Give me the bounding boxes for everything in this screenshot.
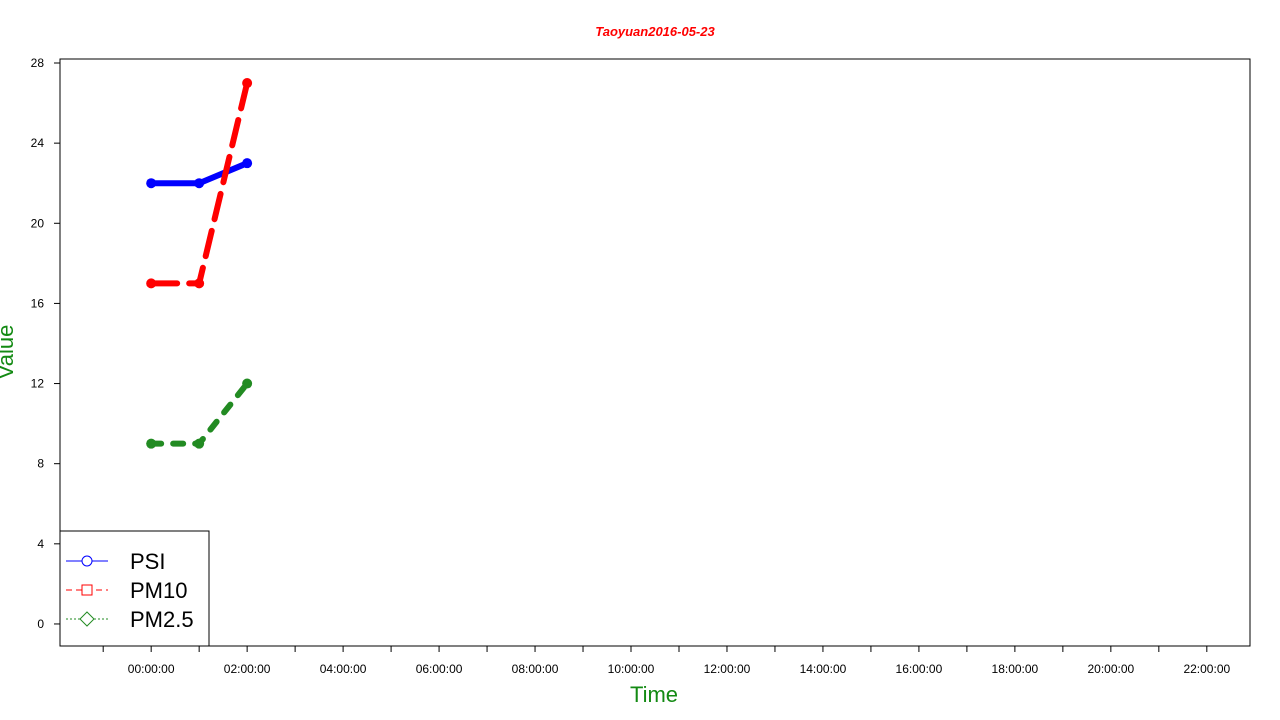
legend-label: PM10 [130,578,187,603]
data-point [146,178,157,189]
data-point [242,78,253,89]
legend: PSI PM10 PM2.5 [59,530,210,647]
x-tick-label: 16:00:00 [896,662,943,676]
y-tick-label: 4 [37,537,44,551]
data-point [146,438,157,449]
data-point [242,158,253,169]
data-point [194,278,205,289]
y-tick-label: 12 [31,377,45,391]
x-tick-label: 06:00:00 [416,662,463,676]
legend-marker-diamond [79,611,95,627]
y-tick-label: 28 [31,56,45,70]
y-tick-label: 0 [37,617,44,631]
plot-frame [59,58,1251,647]
x-axis-title: Time [630,682,678,707]
x-tick-label: 20:00:00 [1087,662,1134,676]
y-axis: 0 4 8 12 16 20 24 28 [31,56,60,631]
legend-marker-square [81,584,93,596]
x-tick-label: 22:00:00 [1183,662,1230,676]
legend-marker-circle [81,555,93,567]
x-tick-label: 00:00:00 [128,662,175,676]
y-tick-label: 16 [31,296,45,310]
x-tick-label: 02:00:00 [224,662,271,676]
data-point [194,438,205,449]
data-point [242,378,253,389]
legend-label: PM2.5 [130,607,194,632]
y-axis-title: Value [0,325,18,380]
x-tick-label: 18:00:00 [992,662,1039,676]
y-tick-label: 24 [31,136,45,150]
x-tick-label: 08:00:00 [512,662,559,676]
x-tick-label: 10:00:00 [608,662,655,676]
legend-label: PSI [130,549,165,574]
data-point [146,278,157,289]
chart-title: Taoyuan2016-05-23 [595,24,715,39]
x-tick-label: 14:00:00 [800,662,847,676]
series-layer [146,78,253,449]
data-point [194,178,205,189]
y-tick-label: 8 [37,457,44,471]
x-axis: 00:00:00 02:00:00 04:00:00 06:00:00 08:00:00… [102,646,1230,676]
y-tick-label: 20 [31,216,45,230]
x-tick-label: 04:00:00 [320,662,367,676]
x-tick-label: 12:00:00 [704,662,751,676]
